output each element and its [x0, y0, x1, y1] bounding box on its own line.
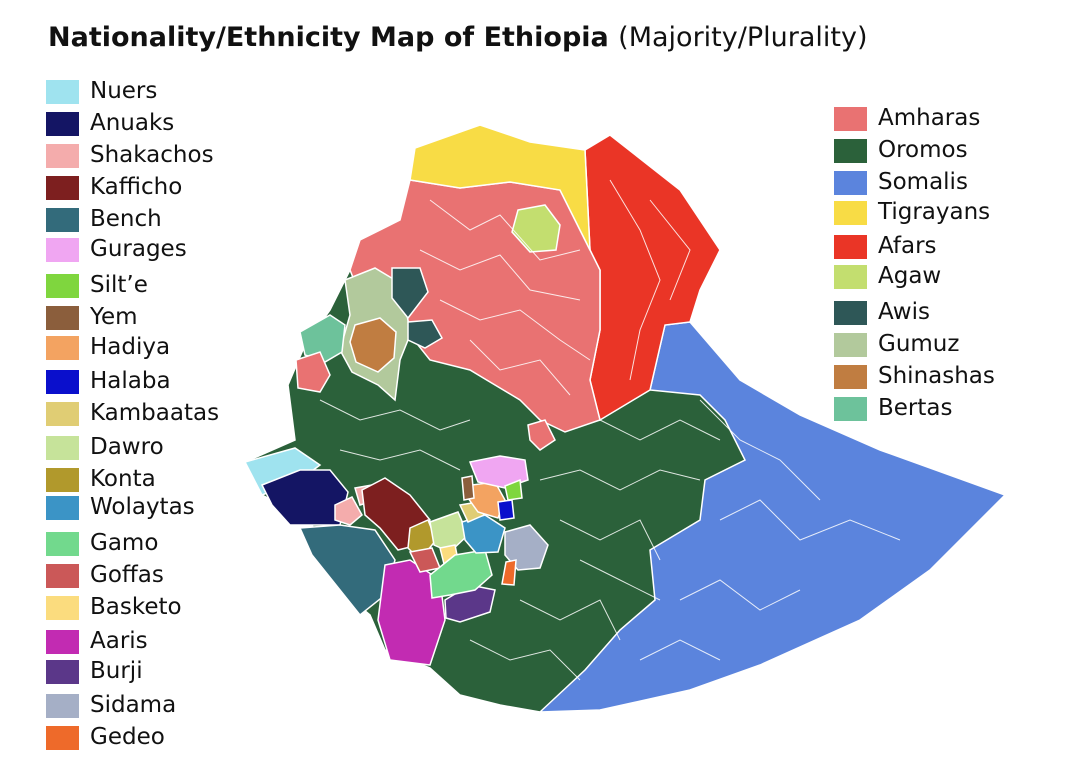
region-halaba	[497, 499, 515, 521]
region-sidama	[504, 524, 549, 571]
region-shakachos	[334, 496, 363, 526]
legend-swatch	[834, 333, 867, 357]
legend-swatch	[834, 171, 867, 195]
legend-label: Anuaks	[90, 110, 175, 136]
region-agaw	[511, 204, 561, 253]
legend-right: Amharas Oromos Somalis Tigrayans Afars Agaw Aw…	[834, 105, 1034, 436]
legend-swatch	[46, 694, 79, 718]
legend-swatch	[46, 80, 79, 104]
region-tigrayans	[409, 124, 591, 251]
legend-swatch	[46, 468, 79, 492]
region-somalis	[538, 321, 1007, 713]
legend-swatch	[46, 238, 79, 262]
legend-label: Somalis	[878, 169, 968, 195]
region-dawro	[429, 511, 469, 553]
district-boundaries	[319, 179, 901, 681]
legend-label: Basketo	[90, 594, 182, 620]
legend-swatch	[834, 301, 867, 325]
legend-swatch	[46, 532, 79, 556]
legend-swatch	[834, 365, 867, 389]
legend-label: Konta	[90, 466, 156, 492]
legend-swatch	[834, 107, 867, 131]
legend-swatch	[46, 306, 79, 330]
legend-swatch	[46, 208, 79, 232]
legend-swatch	[46, 144, 79, 168]
region-yem	[461, 475, 475, 501]
map-title: Nationality/Ethnicity Map of Ethiopia (M…	[48, 22, 867, 53]
legend-label: Nuers	[90, 78, 158, 104]
legend-swatch	[46, 496, 79, 520]
legend-swatch	[46, 336, 79, 360]
legend-swatch	[834, 235, 867, 259]
legend-label: Gedeo	[90, 724, 165, 750]
legend-swatch	[46, 176, 79, 200]
legend-label: Amharas	[878, 105, 981, 131]
region-gamo	[429, 549, 493, 599]
legend-swatch	[46, 402, 79, 426]
region-gedeo	[501, 559, 517, 586]
legend-label: Kafficho	[90, 174, 183, 200]
legend-label: Bench	[90, 206, 162, 232]
legend-label: Yem	[90, 304, 138, 330]
legend-label: Aaris	[90, 628, 148, 654]
legend-label: Burji	[90, 658, 143, 684]
legend-label: Hadiya	[90, 334, 171, 360]
legend-label: Wolaytas	[90, 494, 195, 520]
legend-left: Nuers Anuaks Shakachos Kafficho Bench Gurages…	[46, 78, 286, 759]
legend-label: Oromos	[878, 137, 968, 163]
legend-swatch	[46, 370, 79, 394]
legend-swatch	[46, 726, 79, 750]
legend-swatch	[834, 201, 867, 225]
legend-swatch	[834, 265, 867, 289]
legend-label: Kambaatas	[90, 400, 220, 426]
legend-swatch	[46, 112, 79, 136]
legend-swatch	[46, 564, 79, 588]
legend-label: Gumuz	[878, 331, 960, 357]
region-shinashas	[349, 317, 397, 373]
region-silte	[504, 478, 523, 501]
legend-swatch	[46, 274, 79, 298]
legend-label: Shakachos	[90, 142, 214, 168]
map-title-text: Nationality/Ethnicity Map of Ethiopia	[48, 22, 609, 53]
region-amharas-enclave	[527, 419, 556, 451]
region-wolaytas	[461, 514, 506, 554]
legend-swatch	[834, 397, 867, 421]
legend-swatch	[834, 139, 867, 163]
legend-label: Goffas	[90, 562, 164, 588]
legend-label: Dawro	[90, 434, 164, 460]
legend-label: Sidama	[90, 692, 177, 718]
legend-label: Afars	[878, 233, 937, 259]
legend-swatch	[46, 630, 79, 654]
legend-label: Silt’e	[90, 272, 148, 298]
legend-label: Awis	[878, 299, 930, 325]
map-subtitle: (Majority/Plurality)	[618, 22, 868, 53]
legend-swatch	[46, 596, 79, 620]
legend-label: Shinashas	[878, 363, 995, 389]
legend-label: Agaw	[878, 263, 942, 289]
legend-label: Gamo	[90, 530, 159, 556]
region-gurages	[468, 455, 529, 489]
region-amharas-west	[295, 351, 331, 393]
region-awis	[391, 267, 429, 320]
region-awis-2	[407, 319, 444, 349]
legend-label: Halaba	[90, 368, 171, 394]
legend-swatch	[46, 436, 79, 460]
region-bertas	[299, 314, 346, 363]
legend-swatch	[46, 660, 79, 684]
legend-label: Tigrayans	[878, 199, 991, 225]
legend-label: Bertas	[878, 395, 953, 421]
legend-label: Gurages	[90, 236, 187, 262]
